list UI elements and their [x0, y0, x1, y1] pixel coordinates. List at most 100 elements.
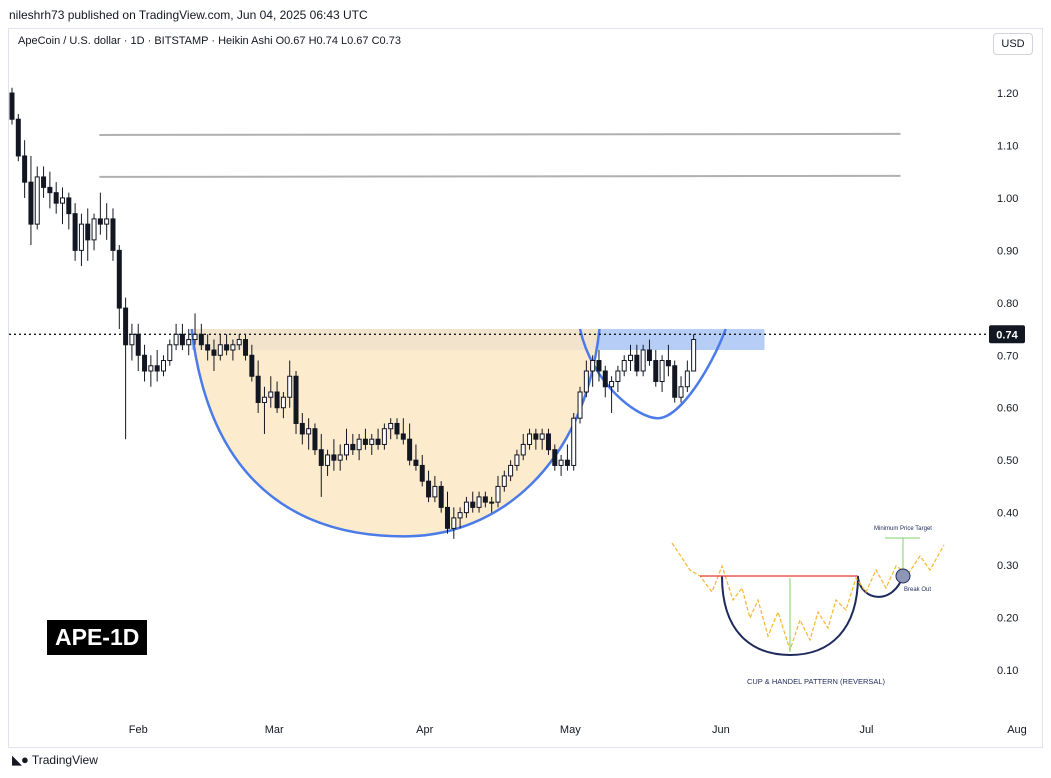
candle [110, 208, 116, 261]
candle [375, 428, 381, 450]
candle [179, 323, 185, 351]
candle-body-up [684, 370, 690, 388]
candle-body-down [255, 375, 261, 403]
candle-body-up [463, 501, 469, 514]
candle-body-up [678, 386, 684, 398]
candle-body-up [344, 443, 350, 456]
candle-body-up [621, 360, 627, 372]
candle-body-up [583, 370, 589, 393]
y-tick-label: 0.80 [997, 298, 1018, 310]
candle [413, 444, 419, 471]
candle-body-down [9, 92, 15, 120]
candle [236, 334, 242, 351]
candle [123, 297, 129, 440]
candle-body-down [564, 459, 570, 466]
symbol-legend: ApeCoin / U.S. dollar · 1D · BITSTAMP · … [18, 35, 401, 47]
candle-body-down [179, 333, 185, 346]
currency-button[interactable]: USD [993, 33, 1033, 55]
candle-body-up [489, 501, 495, 504]
candle [482, 491, 488, 508]
candle [653, 350, 659, 387]
candle-body-down [123, 307, 129, 346]
candle-body-up [287, 375, 293, 398]
candle-body-up [451, 517, 457, 529]
candle [577, 386, 583, 424]
candle-body-down [634, 354, 640, 372]
candle-body-down [533, 433, 539, 440]
candle [293, 371, 299, 434]
x-tick-label: May [560, 724, 581, 736]
candle-body-up [577, 391, 583, 419]
y-tick-label: 0.90 [997, 245, 1018, 257]
candle [684, 360, 690, 392]
candle [615, 365, 621, 392]
candle [15, 113, 21, 162]
candle-body-down [400, 433, 406, 440]
candle-body-down [299, 422, 305, 435]
candle-body-down [198, 333, 204, 346]
candle-body-up [381, 428, 387, 445]
y-tick-label: 0.10 [997, 665, 1018, 677]
candle [678, 376, 684, 403]
candle-body-down [350, 443, 356, 451]
candle-body-down [142, 354, 148, 372]
candle-body-up [628, 354, 634, 362]
candle-body-down [154, 365, 160, 372]
candle [381, 423, 387, 450]
candle [640, 344, 646, 377]
candle [691, 334, 697, 372]
ticker-label: APE-1D [47, 620, 148, 655]
candle-body-down [22, 155, 28, 183]
candle-body-down [653, 360, 659, 383]
candle-body-up [306, 428, 312, 435]
candle [634, 344, 640, 377]
candle-body-down [318, 449, 324, 466]
candle [135, 323, 141, 372]
candle-body-down [274, 391, 280, 409]
candle-body-down [205, 344, 211, 351]
candle-body-down [672, 365, 678, 398]
candle-body-up [590, 360, 596, 372]
candle-body-down [394, 422, 400, 435]
candle [53, 182, 59, 214]
inset-breakout-label: Break Out [904, 587, 931, 593]
candle [564, 444, 570, 471]
candle-body-up [148, 365, 154, 372]
candle [463, 496, 469, 518]
candle-body-up [659, 360, 665, 383]
candle [299, 412, 305, 445]
candle [426, 470, 432, 503]
x-tick-label: Apr [416, 724, 433, 736]
candle-body-down [293, 375, 299, 424]
candle-body-up [388, 422, 394, 430]
candle-body-up [261, 396, 267, 403]
x-tick-label: Jul [859, 724, 873, 736]
candle-body-down [545, 433, 551, 451]
tradingview-footer[interactable]: ◣● TradingView [12, 752, 98, 768]
candle [508, 460, 514, 482]
candle [407, 423, 413, 466]
candle-body-up [167, 344, 173, 362]
candle-body-down [444, 506, 450, 529]
candle-body-up [609, 381, 615, 388]
candle-body-down [97, 218, 103, 225]
candle-body-up [337, 454, 343, 461]
candle [621, 355, 627, 377]
candle [249, 344, 255, 382]
candle [369, 433, 375, 455]
candle [356, 433, 362, 461]
candle-body-up [508, 464, 514, 477]
candle-body-down [407, 438, 413, 461]
candle-body-down [362, 438, 368, 445]
candle-body-down [375, 438, 381, 445]
y-tick-label: 0.20 [997, 613, 1018, 625]
y-tick-label: 0.70 [997, 350, 1018, 362]
inset-target-label: Minimum Price Target [874, 526, 932, 532]
candle [583, 360, 589, 398]
candle [116, 245, 122, 330]
candle [312, 423, 318, 455]
x-tick-label: Jun [712, 724, 730, 736]
candle [545, 428, 551, 455]
candle [444, 491, 450, 534]
